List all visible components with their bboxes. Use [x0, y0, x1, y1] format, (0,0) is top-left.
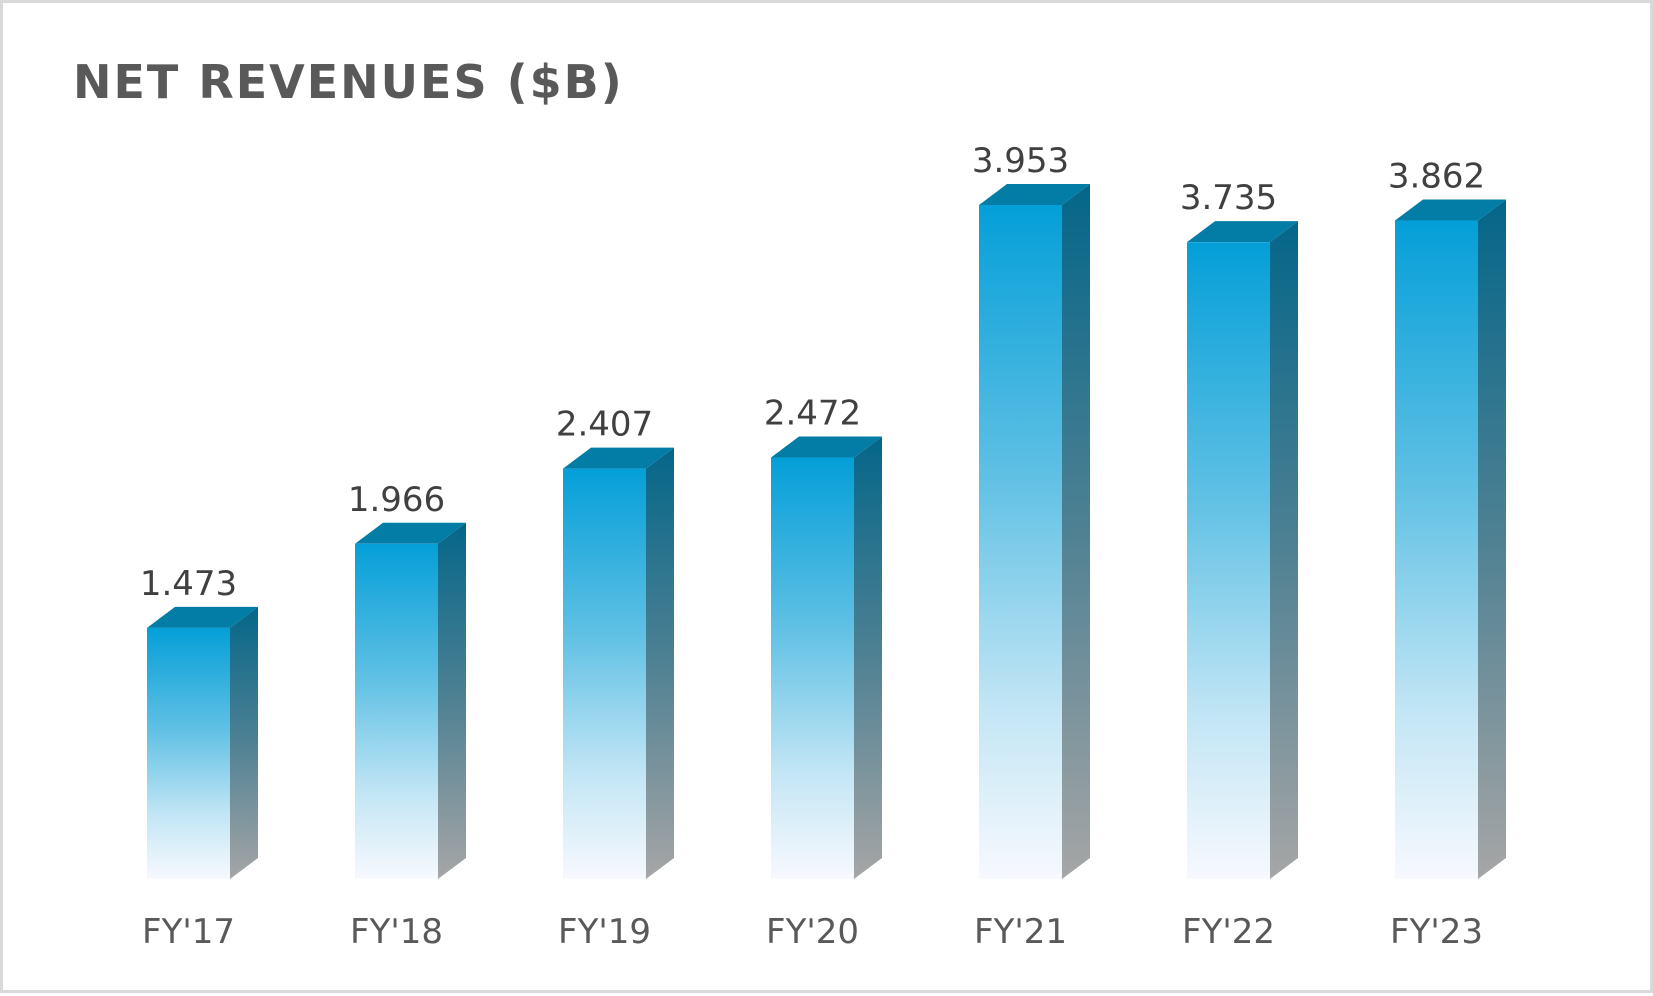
- bar-front-face: [979, 205, 1062, 880]
- category-label: FY'22: [1182, 912, 1275, 952]
- value-label: 3.862: [1388, 157, 1485, 197]
- category-label: FY'19: [558, 912, 651, 952]
- bar-side-face: [1478, 199, 1506, 880]
- category-label: FY'18: [350, 912, 443, 952]
- bar: [1395, 199, 1506, 880]
- category-label: FY'20: [766, 912, 859, 952]
- value-label: 3.735: [1180, 178, 1277, 218]
- category-label: FY'17: [142, 912, 235, 952]
- bar-top-face: [1187, 221, 1298, 243]
- bar-side-face: [646, 447, 674, 879]
- bar-side-face: [438, 522, 466, 879]
- bars-group: [147, 184, 1506, 880]
- bar-front-face: [355, 543, 438, 879]
- bar: [355, 522, 466, 879]
- bar-top-face: [355, 522, 466, 544]
- category-label: FY'23: [1390, 912, 1483, 952]
- chart-title: NET REVENUES ($B): [73, 55, 624, 109]
- category-label: FY'21: [974, 912, 1067, 952]
- value-label: 2.407: [556, 405, 653, 445]
- bar: [1187, 221, 1298, 879]
- value-label: 2.472: [764, 394, 861, 434]
- bar-side-face: [1062, 184, 1090, 880]
- bar-top-face: [563, 447, 674, 469]
- category-labels-group: FY'17 FY'18 FY'19 FY'20 FY'21 FY'22 FY'23: [142, 912, 1483, 952]
- bar-front-face: [147, 627, 230, 879]
- bar-top-face: [147, 606, 258, 628]
- bar-top-face: [979, 184, 1090, 206]
- bar-side-face: [230, 606, 258, 879]
- value-label: 1.473: [140, 564, 237, 604]
- value-label: 1.966: [348, 480, 445, 520]
- bar: [563, 447, 674, 879]
- bar-side-face: [1270, 221, 1298, 879]
- bar: [771, 436, 882, 879]
- bar-chart: 1.473 1.966 2.407 2.472 3.953 3.735 3.862 FY'1…: [140, 141, 1506, 952]
- bar-front-face: [1187, 242, 1270, 879]
- bar: [147, 606, 258, 879]
- bar-side-face: [854, 436, 882, 879]
- bar-front-face: [771, 457, 854, 879]
- bar-top-face: [771, 436, 882, 458]
- value-label: 3.953: [972, 141, 1069, 181]
- bar-front-face: [1395, 220, 1478, 880]
- value-labels-group: 1.473 1.966 2.407 2.472 3.953 3.735 3.862: [140, 141, 1485, 604]
- bar-top-face: [1395, 199, 1506, 221]
- bar-front-face: [563, 468, 646, 879]
- bar: [979, 184, 1090, 880]
